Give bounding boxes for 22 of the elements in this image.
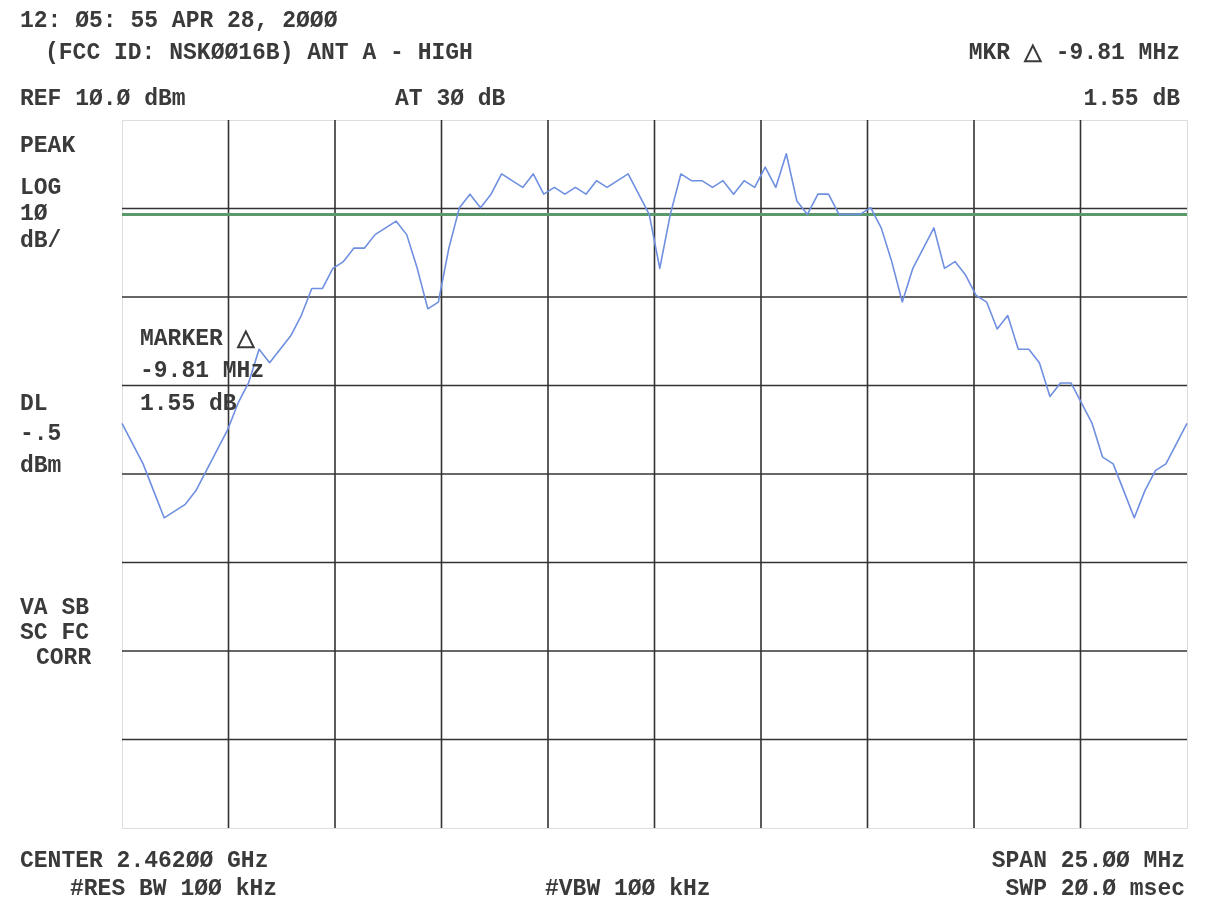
text: CENTER 2.462ØØ GHz [20, 848, 269, 874]
text: VA SB [20, 595, 90, 621]
text: dBm [20, 453, 62, 479]
text: PEAK [20, 133, 76, 159]
text: 12: Ø5: 55 APR 28, 2ØØØ [20, 8, 338, 34]
text: #RES BW 1ØØ kHz [70, 876, 278, 902]
text: -.5 [20, 421, 62, 447]
text: REF 1Ø.Ø dBm [20, 86, 186, 112]
text: LOG [20, 175, 62, 201]
annotation: MARKER △ [140, 326, 256, 352]
text: DL [20, 391, 48, 417]
text: AT 3Ø dB [395, 86, 506, 112]
text: 1.55 dB [1083, 86, 1181, 112]
text: SPAN 25.ØØ MHz [991, 848, 1185, 874]
text: MKR △ -9.81 MHz [968, 40, 1180, 66]
text: 1Ø [20, 201, 48, 227]
text: CORR [36, 645, 92, 671]
text: #VBW 1ØØ kHz [545, 876, 711, 902]
text: SC FC [20, 620, 90, 646]
text: (FCC ID: NSKØØ16B) ANT A - HIGH [45, 40, 473, 66]
text: dB/ [20, 228, 62, 254]
text: SWP 2Ø.Ø msec [1005, 876, 1185, 902]
